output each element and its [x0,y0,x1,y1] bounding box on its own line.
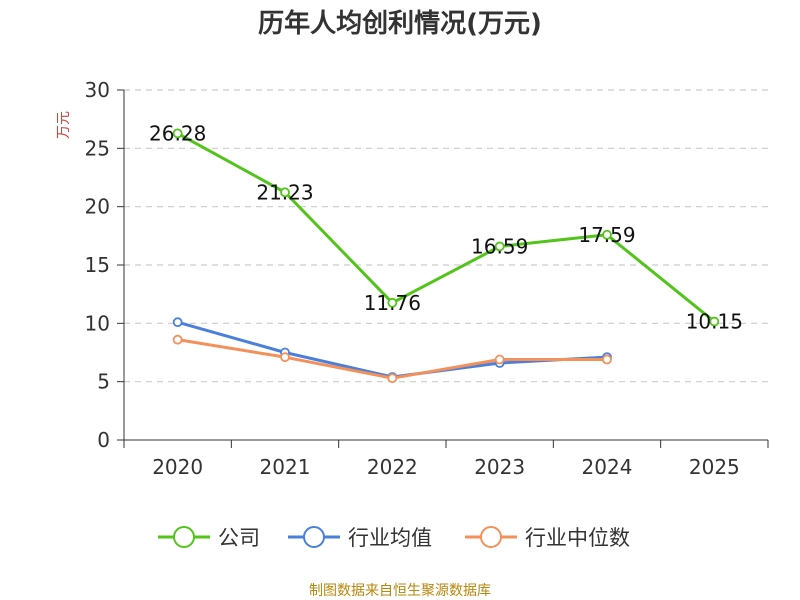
x-tick-label: 2020 [152,455,203,479]
source-note: 制图数据来自恒生聚源数据库 [309,583,491,599]
legend-item-0[interactable]: 公司 [158,526,260,550]
y-tick-label: 25 [85,136,110,160]
data-labels: 26.28 21.23 11.76 16.59 17.59 10.15 [149,121,743,333]
legend-item-1[interactable]: 行业均值 [288,526,432,550]
data-label: 11.76 [364,291,421,315]
y-axis-label: 万元 [56,111,72,139]
data-label: 10.15 [686,310,743,334]
data-point [280,352,290,363]
x-tick-label: 2024 [582,455,633,479]
legend-label: 行业均值 [348,526,432,550]
legend-item-2[interactable]: 行业中位数 [465,526,630,550]
legend-marker [303,526,325,548]
data-point [172,317,183,328]
y-tick-label: 30 [85,78,110,102]
y-tick-label: 5 [97,370,110,394]
series-lines [172,128,720,384]
data-point [280,187,290,198]
data-label: 17.59 [578,223,635,247]
x-tick-label: 2022 [367,455,418,479]
legend-label: 公司 [218,526,260,550]
series-2 [172,334,612,384]
data-point [494,241,505,252]
x-tick-label: 2025 [689,455,740,479]
y-tick-label: 15 [85,253,110,277]
y-tick-label: 10 [85,311,110,335]
legend[interactable]: 公司 行业均值 行业中位数 [158,526,630,550]
grid-lines [124,89,768,383]
data-label: 21.23 [256,180,313,204]
legend-marker [173,526,195,548]
data-label: 26.28 [149,121,206,145]
x-tick-label: 2023 [474,455,525,479]
y-tick-label: 20 [85,195,110,219]
data-point [709,316,720,327]
y-tick-label: 0 [97,428,110,452]
legend-label: 行业中位数 [525,526,630,550]
data-point [602,354,612,365]
data-point [387,373,398,384]
data-point [602,229,612,240]
chart-title: 历年人均创利情况(万元) [258,8,542,39]
series-0 [172,128,720,327]
legend-marker [480,526,502,548]
x-tick-label: 2021 [260,455,311,479]
data-point [172,334,183,345]
data-label: 16.59 [471,234,528,258]
data-point [172,128,183,139]
data-point [387,297,398,308]
series-line [176,132,716,323]
data-point [494,354,505,365]
